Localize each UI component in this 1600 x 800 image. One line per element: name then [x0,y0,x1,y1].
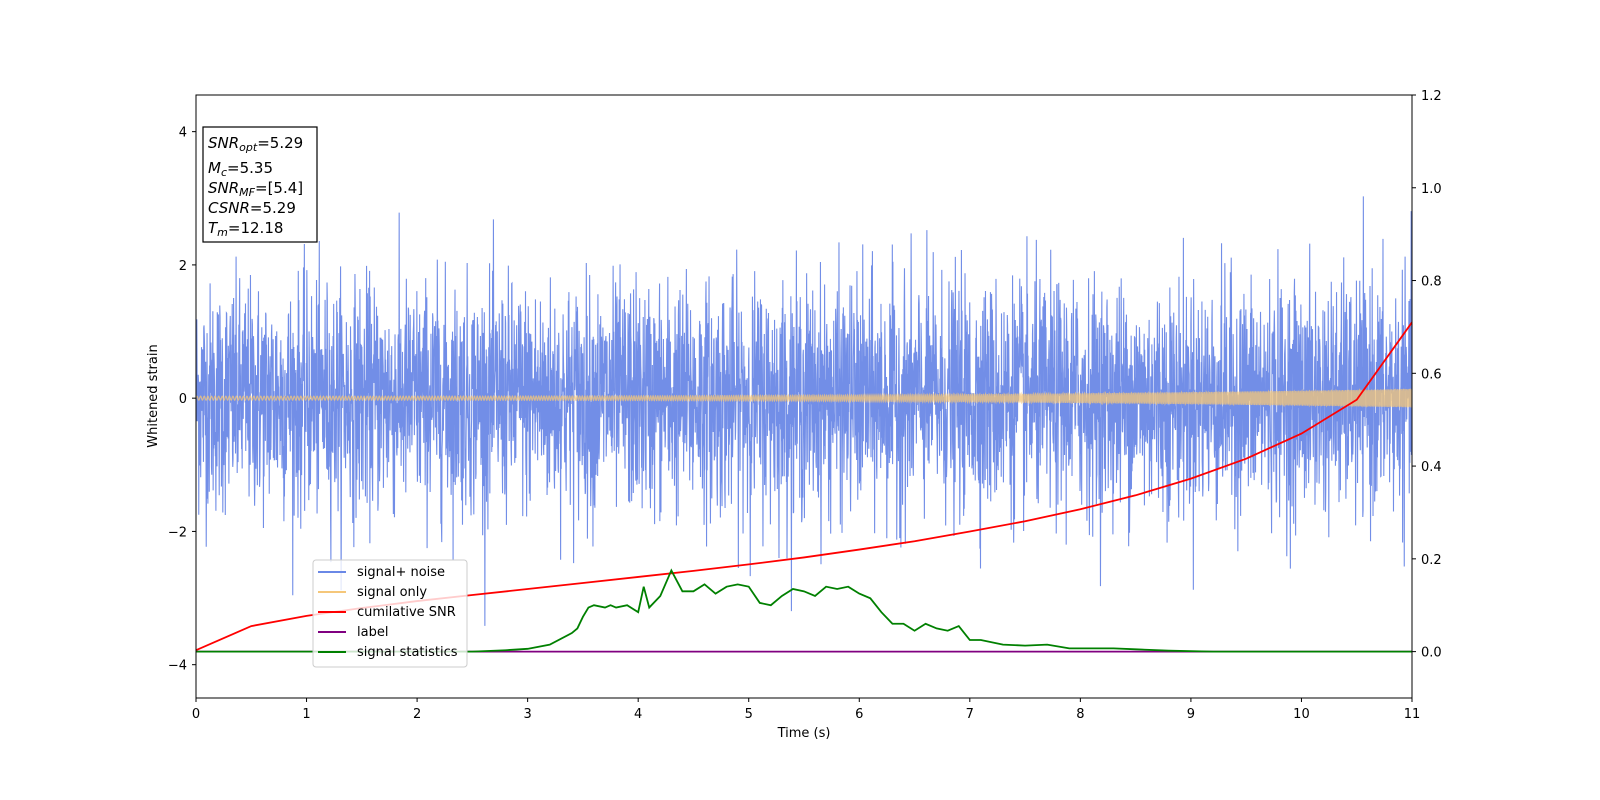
plot-area-frame [195,94,1413,699]
legend: signal+ noise signal only cumilative SNR… [312,559,468,668]
y-left-tick-label: −2 [168,525,187,540]
y-axis-left: −4 −2 0 2 4 [168,126,196,674]
legend-label-signal-noise: signal+ noise [357,565,445,580]
y-right-tick-label: 1.2 [1421,89,1442,104]
annotation-frame [202,126,318,243]
x-tick-label: 9 [1187,707,1195,722]
x-tick-label: 8 [1076,707,1084,722]
annotation-line-mc: Mc=5.35 [208,159,273,179]
legend-label-label: label [357,625,388,640]
y-right-tick-label: 0.6 [1421,367,1442,382]
x-axis: 0 1 2 3 4 5 6 7 8 9 10 11 [192,698,1420,722]
y-right-tick-label: 0.0 [1421,646,1442,661]
legend-label-cumulative-snr: cumilative SNR [357,605,456,620]
legend-frame [312,559,468,668]
y-left-tick-label: −4 [168,659,187,674]
annotation-line-snr-mf: SNRMF=[5.4] [208,179,303,199]
legend-label-signal-only: signal only [357,585,427,600]
x-tick-label: 6 [855,707,863,722]
y-left-tick-label: 0 [179,392,187,407]
y-right-tick-label: 1.0 [1421,182,1442,197]
x-tick-label: 10 [1293,707,1310,722]
series-signal-statistics [196,568,1412,653]
x-tick-label: 5 [745,707,753,722]
annotation-line-snr-opt: SNRopt=5.29 [208,134,303,154]
stats-annotation-box: SNRopt=5.29 Mc=5.35 SNRMF=[5.4] CSNR=5.2… [202,126,318,243]
y-axis-right: 0.0 0.2 0.4 0.6 0.8 1.0 1.2 [1412,89,1442,661]
y-left-tick-label: 4 [179,126,187,141]
x-tick-label: 4 [634,707,642,722]
y-right-tick-label: 0.4 [1421,460,1442,475]
series-signal-only [196,388,1412,408]
y-left-tick-label: 2 [179,259,187,274]
series-signal-noise [196,196,1412,626]
x-tick-label: 0 [192,707,200,722]
y-right-tick-label: 0.2 [1421,553,1442,568]
annotation-line-csnr: CSNR=5.29 [208,199,296,217]
x-tick-label: 11 [1404,707,1421,722]
y-axis-label-left: Whitened strain [146,344,161,447]
x-axis-label: Time (s) [777,726,831,741]
x-tick-label: 2 [413,707,421,722]
legend-label-signal-statistics: signal statistics [357,645,458,660]
x-tick-label: 7 [966,707,974,722]
x-tick-label: 3 [523,707,531,722]
annotation-line-tm: Tm=12.18 [208,219,283,239]
x-tick-label: 1 [302,707,310,722]
y-right-tick-label: 0.8 [1421,275,1442,290]
